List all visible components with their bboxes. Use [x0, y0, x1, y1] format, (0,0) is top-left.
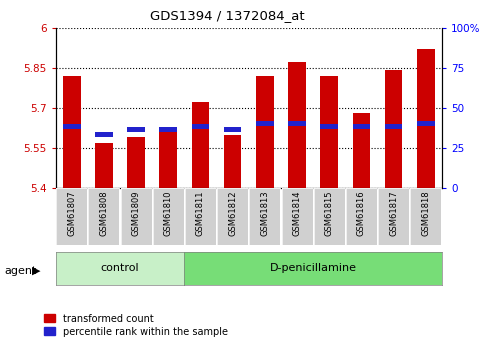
Text: GSM61813: GSM61813	[260, 191, 270, 236]
Bar	[127, 127, 145, 131]
Text: GSM61815: GSM61815	[325, 191, 334, 236]
Bar	[63, 76, 81, 188]
Bar	[192, 124, 209, 129]
Text: GSM61811: GSM61811	[196, 191, 205, 236]
Bar	[256, 121, 274, 126]
Text: GSM61808: GSM61808	[99, 191, 108, 236]
Bar	[95, 142, 113, 188]
Text: GSM61809: GSM61809	[131, 191, 141, 236]
Bar	[224, 135, 242, 188]
Bar	[159, 129, 177, 188]
Bar	[353, 124, 370, 129]
Bar	[353, 113, 370, 188]
Bar	[224, 127, 242, 131]
Text: control: control	[100, 263, 139, 273]
Bar	[192, 102, 209, 188]
Text: GSM61814: GSM61814	[293, 191, 301, 236]
Bar	[417, 121, 435, 126]
Text: GSM61810: GSM61810	[164, 191, 173, 236]
Text: GSM61812: GSM61812	[228, 191, 237, 236]
Text: D-penicillamine: D-penicillamine	[270, 263, 356, 273]
Bar	[63, 124, 81, 129]
Bar	[95, 132, 113, 137]
Bar	[288, 121, 306, 126]
Text: GSM61807: GSM61807	[67, 191, 76, 236]
Bar	[320, 76, 338, 188]
Text: GSM61816: GSM61816	[357, 191, 366, 236]
Bar	[256, 76, 274, 188]
Bar	[127, 137, 145, 188]
Bar	[159, 127, 177, 131]
Bar	[385, 124, 402, 129]
Text: ▶: ▶	[32, 266, 41, 276]
Text: GSM61817: GSM61817	[389, 191, 398, 236]
Legend: transformed count, percentile rank within the sample: transformed count, percentile rank withi…	[43, 314, 228, 337]
Text: GSM61818: GSM61818	[421, 191, 430, 236]
Bar	[320, 124, 338, 129]
Text: GDS1394 / 1372084_at: GDS1394 / 1372084_at	[150, 9, 304, 22]
Bar	[385, 70, 402, 188]
Text: agent: agent	[5, 266, 37, 276]
Bar	[288, 62, 306, 188]
Bar	[417, 49, 435, 188]
